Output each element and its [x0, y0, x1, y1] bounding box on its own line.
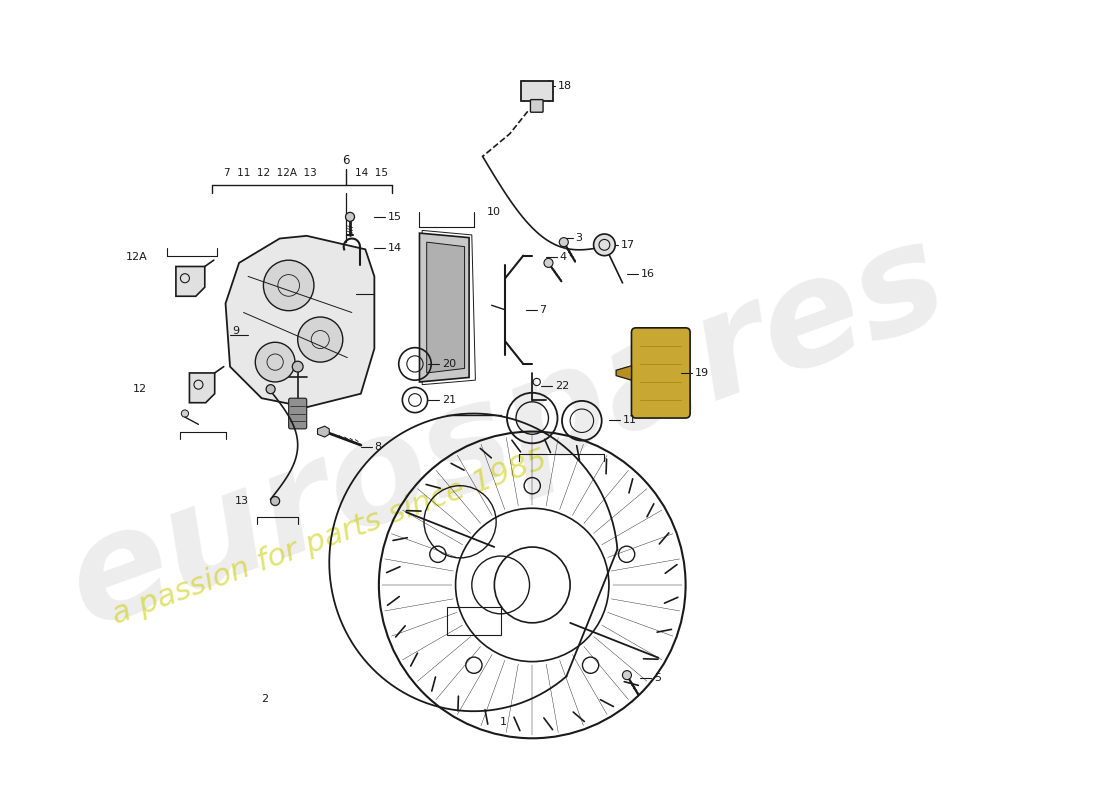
Circle shape: [263, 260, 313, 310]
Circle shape: [271, 497, 279, 506]
FancyBboxPatch shape: [520, 81, 553, 101]
Text: 17: 17: [620, 240, 635, 250]
Text: 6: 6: [342, 154, 350, 166]
Circle shape: [255, 342, 295, 382]
Text: 14: 14: [388, 243, 401, 254]
Text: 21: 21: [442, 395, 456, 405]
Circle shape: [266, 385, 275, 394]
Polygon shape: [318, 426, 329, 437]
Circle shape: [544, 258, 553, 267]
Text: 13: 13: [234, 496, 249, 506]
Text: a passion for parts since 1985: a passion for parts since 1985: [108, 445, 551, 630]
Polygon shape: [189, 373, 214, 402]
Text: eurospares: eurospares: [50, 207, 965, 655]
Polygon shape: [226, 236, 374, 407]
Text: 3: 3: [575, 233, 583, 242]
Text: 8: 8: [374, 442, 382, 452]
Circle shape: [293, 362, 304, 372]
Polygon shape: [616, 366, 631, 380]
Text: 11: 11: [623, 415, 637, 425]
Text: 9: 9: [233, 326, 240, 335]
Text: 7: 7: [539, 305, 547, 314]
Text: 5: 5: [654, 673, 661, 683]
Circle shape: [182, 410, 188, 417]
Text: 12: 12: [133, 384, 146, 394]
Text: 10: 10: [487, 207, 502, 218]
Text: 7  11  12  12A  13: 7 11 12 12A 13: [224, 168, 317, 178]
Text: 12A: 12A: [126, 253, 148, 262]
Circle shape: [623, 670, 631, 680]
Text: 20: 20: [442, 359, 456, 369]
Circle shape: [559, 238, 569, 246]
FancyBboxPatch shape: [530, 100, 543, 112]
Polygon shape: [176, 266, 205, 296]
Text: 4: 4: [559, 253, 566, 262]
Polygon shape: [427, 242, 464, 373]
Text: 15: 15: [388, 212, 401, 222]
Text: 16: 16: [640, 269, 654, 278]
Text: 14  15: 14 15: [355, 168, 388, 178]
Circle shape: [594, 234, 615, 256]
Text: 1: 1: [499, 717, 507, 727]
FancyBboxPatch shape: [631, 328, 690, 418]
Text: 22: 22: [554, 382, 569, 391]
Circle shape: [298, 317, 343, 362]
Text: 19: 19: [694, 368, 708, 378]
Circle shape: [345, 212, 354, 222]
Polygon shape: [419, 233, 469, 382]
FancyBboxPatch shape: [288, 398, 307, 429]
Text: 2: 2: [262, 694, 268, 705]
Text: 18: 18: [558, 81, 572, 91]
